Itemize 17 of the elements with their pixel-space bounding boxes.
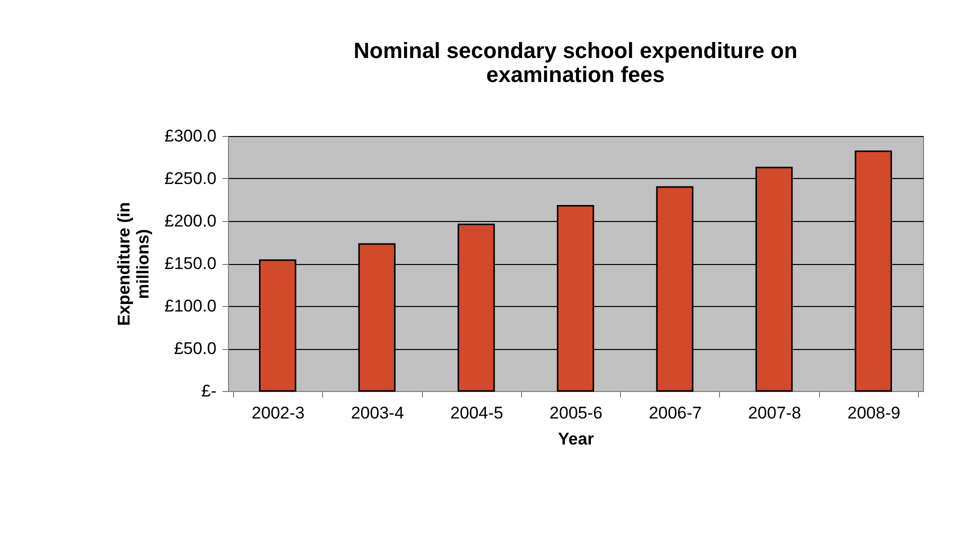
x-tick-label: 2006-7 bbox=[648, 404, 702, 422]
y-tick-label: £- bbox=[201, 382, 216, 400]
x-tick-label: 2004-5 bbox=[450, 404, 504, 422]
x-tick-label: 2007-8 bbox=[748, 404, 802, 422]
y-tick-label: £250.0 bbox=[164, 169, 216, 188]
x-tick-label: 2002-3 bbox=[252, 404, 305, 422]
y-axis-title: Expenditure (in millions) bbox=[114, 202, 153, 326]
chart-title: Nominal secondary school expenditure on examination fees bbox=[354, 38, 798, 87]
x-axis-title: Year bbox=[558, 430, 594, 448]
x-tick-label: 2008-9 bbox=[847, 404, 900, 422]
x-tick-label: 2005-6 bbox=[550, 404, 602, 422]
y-tick-label: £100.0 bbox=[164, 296, 216, 316]
y-tick-label: £50.0 bbox=[174, 339, 216, 358]
y-tick-label: £300.0 bbox=[164, 126, 216, 146]
y-tick-label: £200.0 bbox=[164, 212, 216, 230]
y-tick-label: £150.0 bbox=[164, 254, 216, 273]
x-tick-label: 2003-4 bbox=[350, 404, 404, 422]
